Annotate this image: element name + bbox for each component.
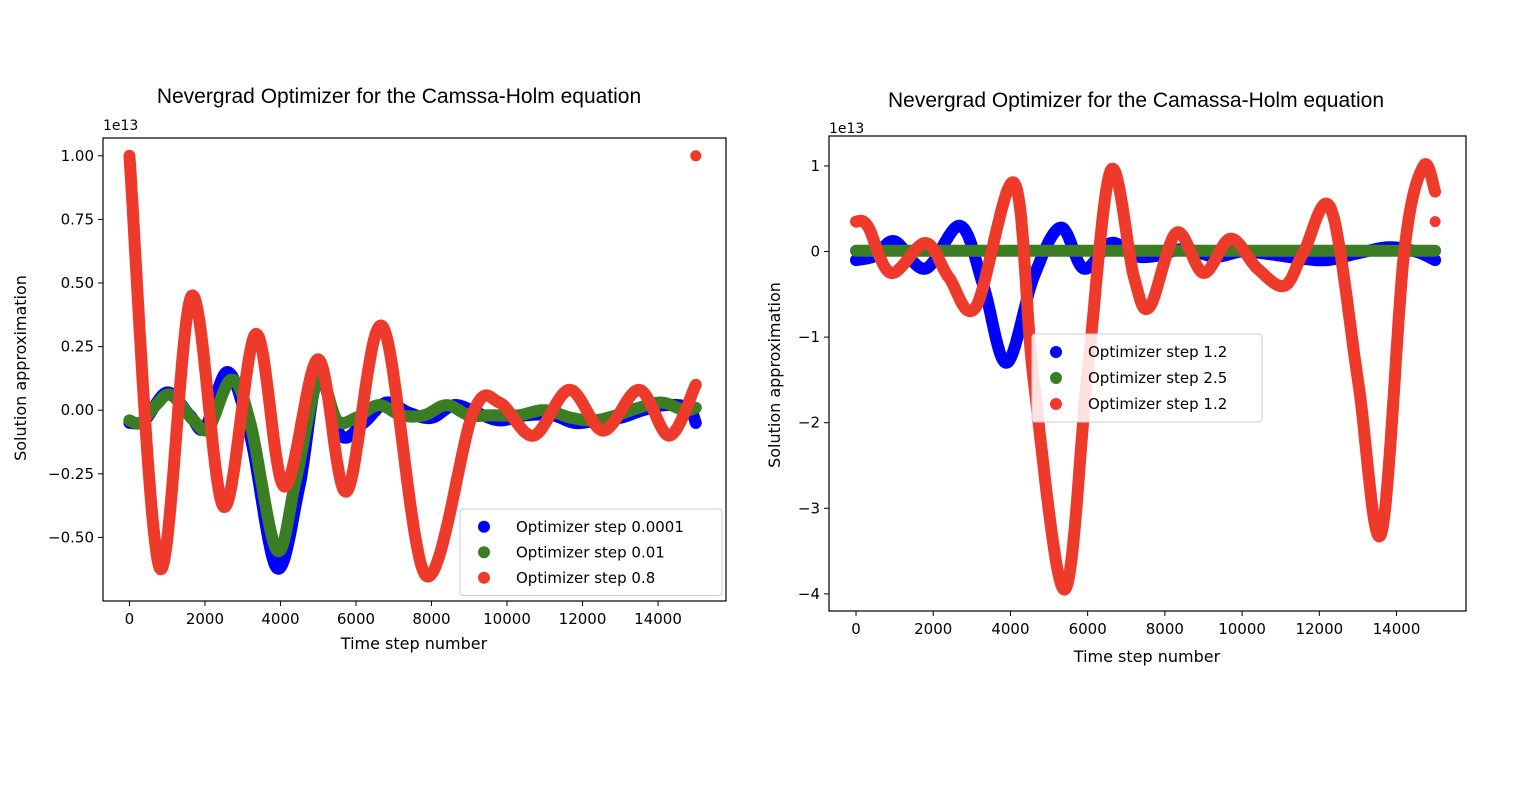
y-tick-label: −0.50 (48, 528, 94, 546)
x-tick-label: 6000 (337, 610, 375, 628)
legend-label: Optimizer step 0.0001 (516, 518, 684, 536)
y-tick-label: 1.00 (61, 147, 94, 165)
offset-label: 1e13 (829, 121, 864, 137)
chart-title: Nevergrad Optimizer for the Camassa-Holm… (888, 89, 1384, 112)
x-tick-label: 8000 (412, 610, 450, 628)
legend-label: Optimizer step 0.01 (516, 543, 665, 561)
plot-area: 0 2000 4000 6000 8000 10000 12000 14000 −4 −3 −2 −1… (798, 135, 1467, 638)
x-axis-label: Time step number (1073, 647, 1221, 666)
legend-marker (1050, 346, 1062, 358)
offset-label: 1e13 (103, 118, 138, 134)
x-tick-label: 4000 (261, 610, 299, 628)
series-3 (123, 149, 702, 583)
legend-marker (478, 520, 490, 533)
legend-label: Optimizer step 2.5 (1088, 369, 1227, 387)
y-tick-label: −4 (798, 585, 820, 603)
y-tick-label: −0.25 (48, 465, 94, 483)
series-endpoint (1429, 216, 1441, 228)
axes-frame (828, 135, 1467, 612)
x-tick-label: 14000 (1373, 620, 1421, 638)
x-tick-label: 2000 (914, 620, 952, 638)
y-tick-label: −3 (798, 499, 820, 517)
series-endpoint (690, 150, 702, 162)
legend-marker (478, 571, 490, 584)
x-tick-label: 6000 (1069, 620, 1107, 638)
legend: Optimizer step 0.0001 Optimizer step 0.01… (459, 508, 723, 596)
y-axis-label: Solution approximation (765, 282, 784, 468)
series-endpoint (1429, 245, 1441, 257)
series-line (123, 372, 702, 558)
y-tick-label: 0.75 (61, 210, 94, 228)
series-line (850, 158, 1442, 596)
legend-label: Optimizer step 0.8 (516, 569, 655, 587)
y-tick-label: 1 (810, 157, 820, 175)
chart-title: Nevergrad Optimizer for the Camssa-Holm … (157, 85, 641, 108)
x-tick-label: 12000 (559, 610, 607, 628)
series-endpoint (1429, 254, 1441, 266)
x-tick-label: 0 (851, 620, 861, 638)
y-tick-label: −1 (798, 328, 820, 346)
y-tick-label: 0.25 (61, 338, 94, 356)
plot-area: 0 2000 4000 6000 8000 10000 12000 14000 −0.50 −0.… (48, 137, 727, 628)
x-tick-label: 8000 (1146, 620, 1184, 638)
legend-box (459, 508, 723, 596)
legend-label: Optimizer step 1.2 (1088, 395, 1227, 413)
legend-marker (478, 546, 490, 559)
x-tick-label: 12000 (1295, 620, 1343, 638)
x-tick-label: 10000 (1218, 620, 1266, 638)
x-tick-label: 10000 (483, 610, 531, 628)
legend: Optimizer step 1.2 Optimizer step 2.5 Opti… (1031, 333, 1263, 423)
x-tick-label: 0 (125, 610, 135, 628)
y-tick-label: −2 (798, 414, 820, 432)
y-tick-label: 0.00 (61, 401, 94, 419)
chart-right: Nevergrad Optimizer for the Camassa-Holm… (765, 89, 1467, 666)
x-tick-label: 2000 (186, 610, 224, 628)
legend-label: Optimizer step 1.2 (1088, 343, 1227, 361)
series-endpoint (690, 417, 702, 429)
series-2 (123, 372, 702, 558)
y-tick-label: 0.50 (61, 274, 94, 292)
x-axis-label: Time step number (340, 634, 488, 653)
legend-marker (1050, 372, 1062, 384)
y-tick-label: 0 (810, 243, 820, 261)
series-line (123, 149, 702, 583)
x-tick-label: 14000 (634, 610, 682, 628)
series-3 (850, 158, 1442, 596)
y-axis-label: Solution approximation (11, 275, 30, 461)
chart-left: Nevergrad Optimizer for the Camssa-Holm … (11, 85, 727, 653)
axes-frame (102, 137, 727, 602)
x-tick-label: 4000 (991, 620, 1029, 638)
legend-marker (1050, 398, 1062, 410)
legend-box (1031, 333, 1263, 423)
